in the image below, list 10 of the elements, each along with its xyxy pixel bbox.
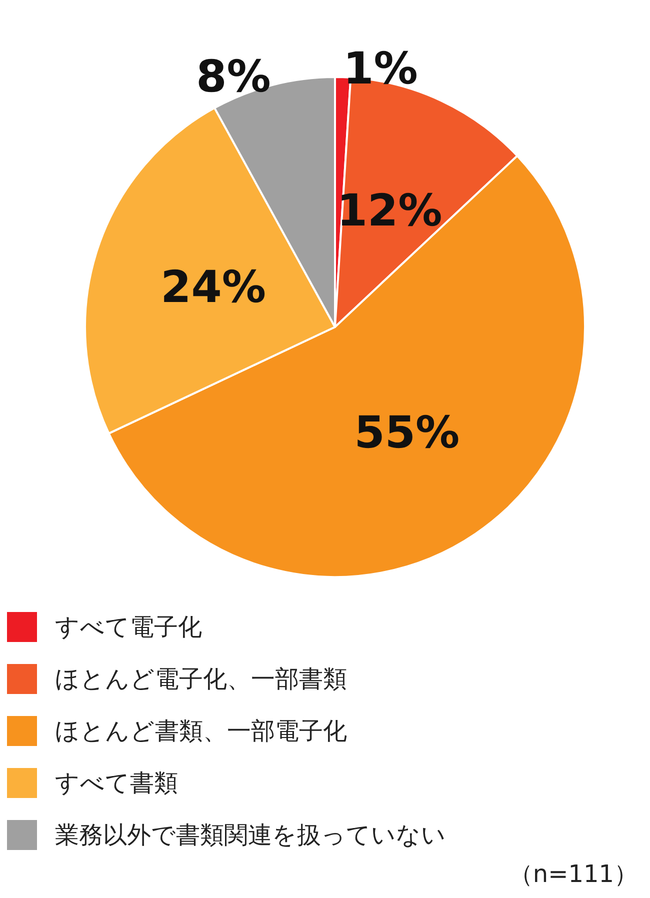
data-label: 1% xyxy=(343,44,418,95)
data-label: 24% xyxy=(160,262,266,313)
legend-label: すべて書類 xyxy=(55,769,178,797)
legend-label: すべて電子化 xyxy=(55,613,202,641)
data-label: 8% xyxy=(196,52,271,103)
legend-label: ほとんど電子化、一部書類 xyxy=(55,665,347,693)
legend-label: 業務以外で書類関連を扱っていない xyxy=(55,821,446,849)
data-label: 55% xyxy=(354,407,460,458)
legend-label: ほとんど書類、一部電子化 xyxy=(55,717,347,745)
text: （n=111） xyxy=(508,860,638,888)
